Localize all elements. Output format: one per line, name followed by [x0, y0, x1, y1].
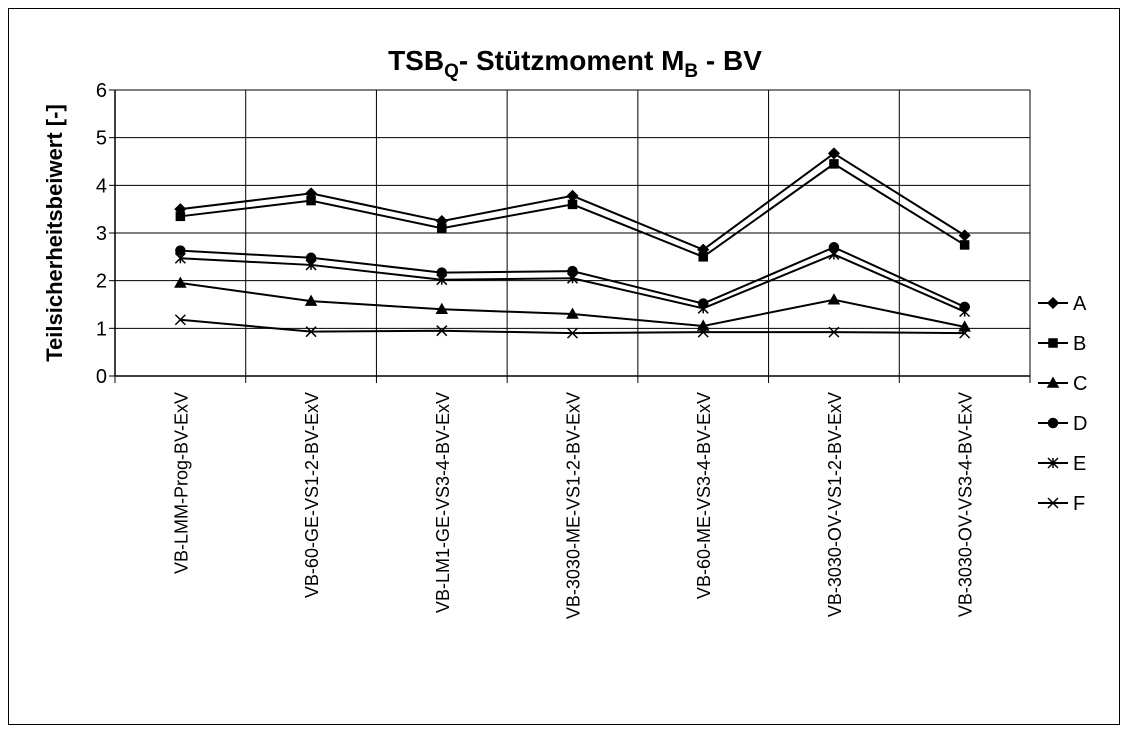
marker [827, 147, 840, 160]
marker [174, 252, 186, 264]
marker [437, 223, 447, 233]
y-tick-label: 6 [96, 80, 107, 102]
x-tick-label: VB-60-ME-VS3-4-BV-ExV [694, 392, 714, 599]
marker [436, 274, 448, 286]
marker [958, 320, 971, 332]
chart-title: TSBQ- Stützmoment MB - BV [388, 45, 762, 82]
legend-label: B [1073, 333, 1086, 355]
title-subscript: B [684, 61, 698, 82]
marker [698, 252, 708, 262]
chart-border [8, 8, 1120, 725]
legend-label: F [1073, 493, 1085, 515]
legend-marker [1047, 497, 1059, 509]
marker [697, 302, 709, 314]
legend-label: C [1073, 373, 1087, 395]
marker [304, 294, 318, 306]
y-tick-label: 5 [96, 128, 107, 150]
marker [566, 327, 579, 339]
legend-marker [1046, 376, 1060, 388]
marker [306, 195, 316, 206]
marker [959, 327, 971, 339]
title-text: TSB [388, 45, 444, 76]
y-tick-label: 0 [96, 366, 107, 388]
x-tick-label: VB-LMM-Prog-BV-ExV [171, 392, 191, 574]
marker [959, 306, 971, 318]
marker [174, 276, 187, 288]
legend-marker [1047, 417, 1059, 429]
marker [435, 302, 449, 315]
title-text: - Stützmoment M [459, 45, 685, 76]
legend-marker [1046, 296, 1060, 310]
marker [829, 159, 839, 169]
y-tick-label: 2 [96, 271, 107, 293]
marker [697, 326, 709, 338]
legend-marker [1047, 457, 1059, 469]
marker [567, 199, 578, 210]
x-tick-label: VB-3030-OV-VS1-2-BV-ExV [825, 392, 845, 617]
title-text: - BV [698, 45, 762, 76]
legend-label: E [1073, 453, 1086, 475]
marker [828, 248, 840, 260]
marker [566, 307, 579, 319]
y-tick-label: 1 [96, 318, 107, 340]
marker [828, 326, 840, 338]
marker [959, 240, 970, 250]
marker [566, 272, 579, 284]
x-tick-label: VB-3030-OV-VS3-4-BV-ExV [956, 392, 976, 617]
y-tick-label: 3 [96, 223, 107, 245]
marker [827, 293, 841, 305]
legend-marker [1048, 338, 1058, 348]
marker [436, 325, 448, 337]
legend-label: D [1073, 413, 1087, 435]
x-tick-label: VB-LM1-GE-VS3-4-BV-ExV [433, 392, 453, 613]
marker [174, 314, 186, 326]
legend-label: A [1073, 293, 1087, 315]
marker [175, 211, 186, 222]
marker [305, 326, 317, 338]
y-axis-label: Teilsicherheitsbeiwert [-] [42, 104, 67, 362]
title-subscript: Q [444, 61, 459, 82]
marker [305, 259, 317, 271]
marker [696, 319, 710, 331]
x-tick-label: VB-60-GE-VS1-2-BV-ExV [302, 392, 322, 598]
y-tick-label: 4 [96, 175, 107, 197]
x-tick-label: VB-3030-ME-VS1-2-BV-ExV [564, 392, 584, 619]
